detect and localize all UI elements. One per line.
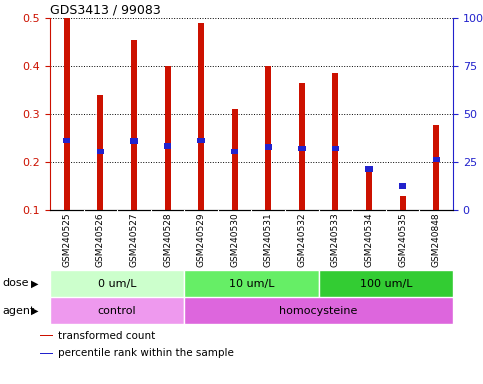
Bar [185, 270, 319, 297]
Text: GSM240527: GSM240527 [129, 213, 139, 267]
Bar [366, 172, 372, 210]
Text: dose: dose [2, 278, 29, 288]
Bar [64, 18, 70, 210]
Bar [198, 137, 205, 143]
Text: GSM240848: GSM240848 [432, 213, 440, 267]
Bar [130, 139, 138, 144]
Bar [50, 297, 185, 324]
Bar [164, 143, 171, 149]
Text: GSM240529: GSM240529 [197, 213, 206, 267]
Text: 10 um/L: 10 um/L [229, 278, 274, 288]
Text: GSM240525: GSM240525 [62, 213, 71, 267]
Bar [98, 95, 103, 210]
Text: ▶: ▶ [31, 306, 39, 316]
Text: GSM240531: GSM240531 [264, 213, 273, 267]
Bar [185, 297, 453, 324]
Bar [432, 157, 440, 162]
Text: GSM240530: GSM240530 [230, 213, 239, 267]
Bar [50, 270, 185, 297]
Bar [97, 149, 104, 154]
Text: GSM240528: GSM240528 [163, 213, 172, 267]
Bar [265, 144, 272, 149]
Bar [399, 195, 406, 210]
Text: transformed count: transformed count [58, 331, 155, 341]
Bar [265, 66, 271, 210]
Text: GSM240532: GSM240532 [298, 213, 306, 267]
Bar [319, 270, 453, 297]
Text: 0 um/L: 0 um/L [98, 278, 136, 288]
Text: percentile rank within the sample: percentile rank within the sample [58, 348, 234, 358]
Bar [198, 23, 204, 210]
Bar [231, 149, 239, 154]
Text: homocysteine: homocysteine [280, 306, 358, 316]
Text: ▶: ▶ [31, 278, 39, 288]
Bar [165, 66, 170, 210]
Bar [40, 335, 53, 336]
Bar [332, 73, 339, 210]
Bar [40, 353, 53, 354]
Text: 100 um/L: 100 um/L [359, 278, 412, 288]
Bar [399, 183, 406, 189]
Bar [63, 137, 71, 143]
Bar [298, 146, 306, 151]
Text: GSM240534: GSM240534 [365, 213, 373, 267]
Text: control: control [98, 306, 137, 316]
Bar [131, 40, 137, 210]
Text: agent: agent [2, 306, 35, 316]
Bar [232, 109, 238, 210]
Text: GSM240526: GSM240526 [96, 213, 105, 267]
Bar [299, 83, 305, 210]
Text: GDS3413 / 99083: GDS3413 / 99083 [50, 4, 161, 17]
Text: GSM240533: GSM240533 [331, 213, 340, 267]
Text: GSM240535: GSM240535 [398, 213, 407, 267]
Bar [433, 124, 439, 210]
Bar [332, 146, 339, 151]
Bar [365, 166, 373, 172]
